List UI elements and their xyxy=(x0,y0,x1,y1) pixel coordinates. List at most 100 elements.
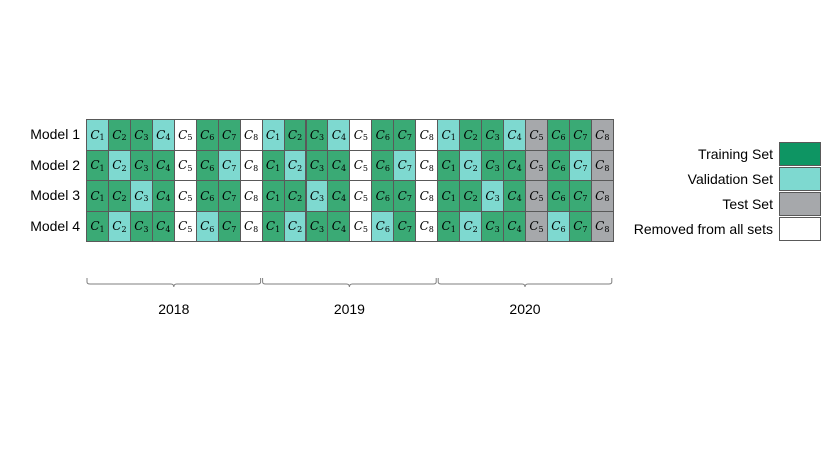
year-label: 2020 xyxy=(509,301,541,317)
cell-letter: C xyxy=(200,219,210,234)
cell-index: 5 xyxy=(538,194,544,204)
cell-letter: C xyxy=(90,127,100,142)
cell-index: 1 xyxy=(99,224,105,234)
cell-index: 1 xyxy=(450,133,456,143)
cell-letter: C xyxy=(463,158,473,173)
cell-index: 5 xyxy=(362,163,368,173)
cell-letter: C xyxy=(419,158,429,173)
cell-index: 3 xyxy=(494,163,500,173)
cell-letter: C xyxy=(573,219,583,234)
cell-letter: C xyxy=(507,188,517,203)
cell-index: 8 xyxy=(428,133,434,143)
cell-letter: C xyxy=(551,188,561,203)
cell-letter: C xyxy=(507,219,517,234)
cell-index: 5 xyxy=(538,133,544,143)
cell-letter: C xyxy=(375,219,385,234)
cell-letter: C xyxy=(441,127,451,142)
cell-letter: C xyxy=(112,127,122,142)
cell-index: 6 xyxy=(209,133,215,143)
cell-letter: C xyxy=(463,219,473,234)
cell-letter: C xyxy=(178,219,188,234)
cell-letter: C xyxy=(287,158,298,173)
cell-index: 2 xyxy=(297,194,303,204)
cell-letter: C xyxy=(419,219,429,234)
cell-letter: C xyxy=(222,188,232,203)
cell-index: 1 xyxy=(275,163,281,173)
cell-index: 7 xyxy=(582,163,588,173)
cell-index: 7 xyxy=(231,224,237,234)
cell-letter: C xyxy=(331,219,341,234)
cell-letter: C xyxy=(156,158,166,173)
cell-letter: C xyxy=(573,188,583,203)
cell-letter: C xyxy=(200,188,210,203)
cell-letter: C xyxy=(507,158,517,173)
cell-letter: C xyxy=(551,158,561,173)
cell-index: 8 xyxy=(604,224,610,234)
cell-letter: C xyxy=(441,158,451,173)
cell-index: 1 xyxy=(275,224,281,234)
cell-letter: C xyxy=(134,158,144,173)
legend-label-val: Validation Set xyxy=(687,171,773,187)
cell-index: 2 xyxy=(121,224,127,234)
cell-index: 8 xyxy=(604,163,610,173)
cell-letter: C xyxy=(353,219,363,234)
cell-index: 5 xyxy=(362,224,368,234)
cell-index: 6 xyxy=(384,163,390,173)
cell-letter: C xyxy=(90,188,100,203)
model-label: Model 2 xyxy=(30,156,80,173)
cell-index: 2 xyxy=(472,224,478,234)
cell-letter: C xyxy=(485,188,495,203)
cell-letter: C xyxy=(178,158,188,173)
cell-index: 5 xyxy=(538,163,544,173)
cell-letter: C xyxy=(112,219,122,234)
cell-letter: C xyxy=(112,158,122,173)
cell-letter: C xyxy=(375,127,385,142)
cell-index: 4 xyxy=(340,224,347,234)
cell-index: 6 xyxy=(384,194,390,204)
cell-letter: C xyxy=(309,188,320,203)
cell-letter: C xyxy=(441,188,451,203)
cell-index: 8 xyxy=(428,163,434,173)
model-label: Model 1 xyxy=(30,126,80,143)
cell-index: 7 xyxy=(582,194,588,204)
cell-letter: C xyxy=(331,188,341,203)
cell-index: 8 xyxy=(253,194,259,204)
cell-index: 7 xyxy=(582,133,588,143)
cell-index: 4 xyxy=(340,194,347,204)
year-label: 2019 xyxy=(333,301,365,317)
cell-letter: C xyxy=(134,219,144,234)
cell-letter: C xyxy=(529,188,539,203)
cell-letter: C xyxy=(134,188,144,203)
cell-index: 2 xyxy=(472,194,478,204)
cell-index: 6 xyxy=(384,224,390,234)
cell-index: 7 xyxy=(231,194,237,204)
cell-index: 6 xyxy=(209,194,215,204)
cell-letter: C xyxy=(222,158,232,173)
legend-swatch-train xyxy=(779,142,821,166)
